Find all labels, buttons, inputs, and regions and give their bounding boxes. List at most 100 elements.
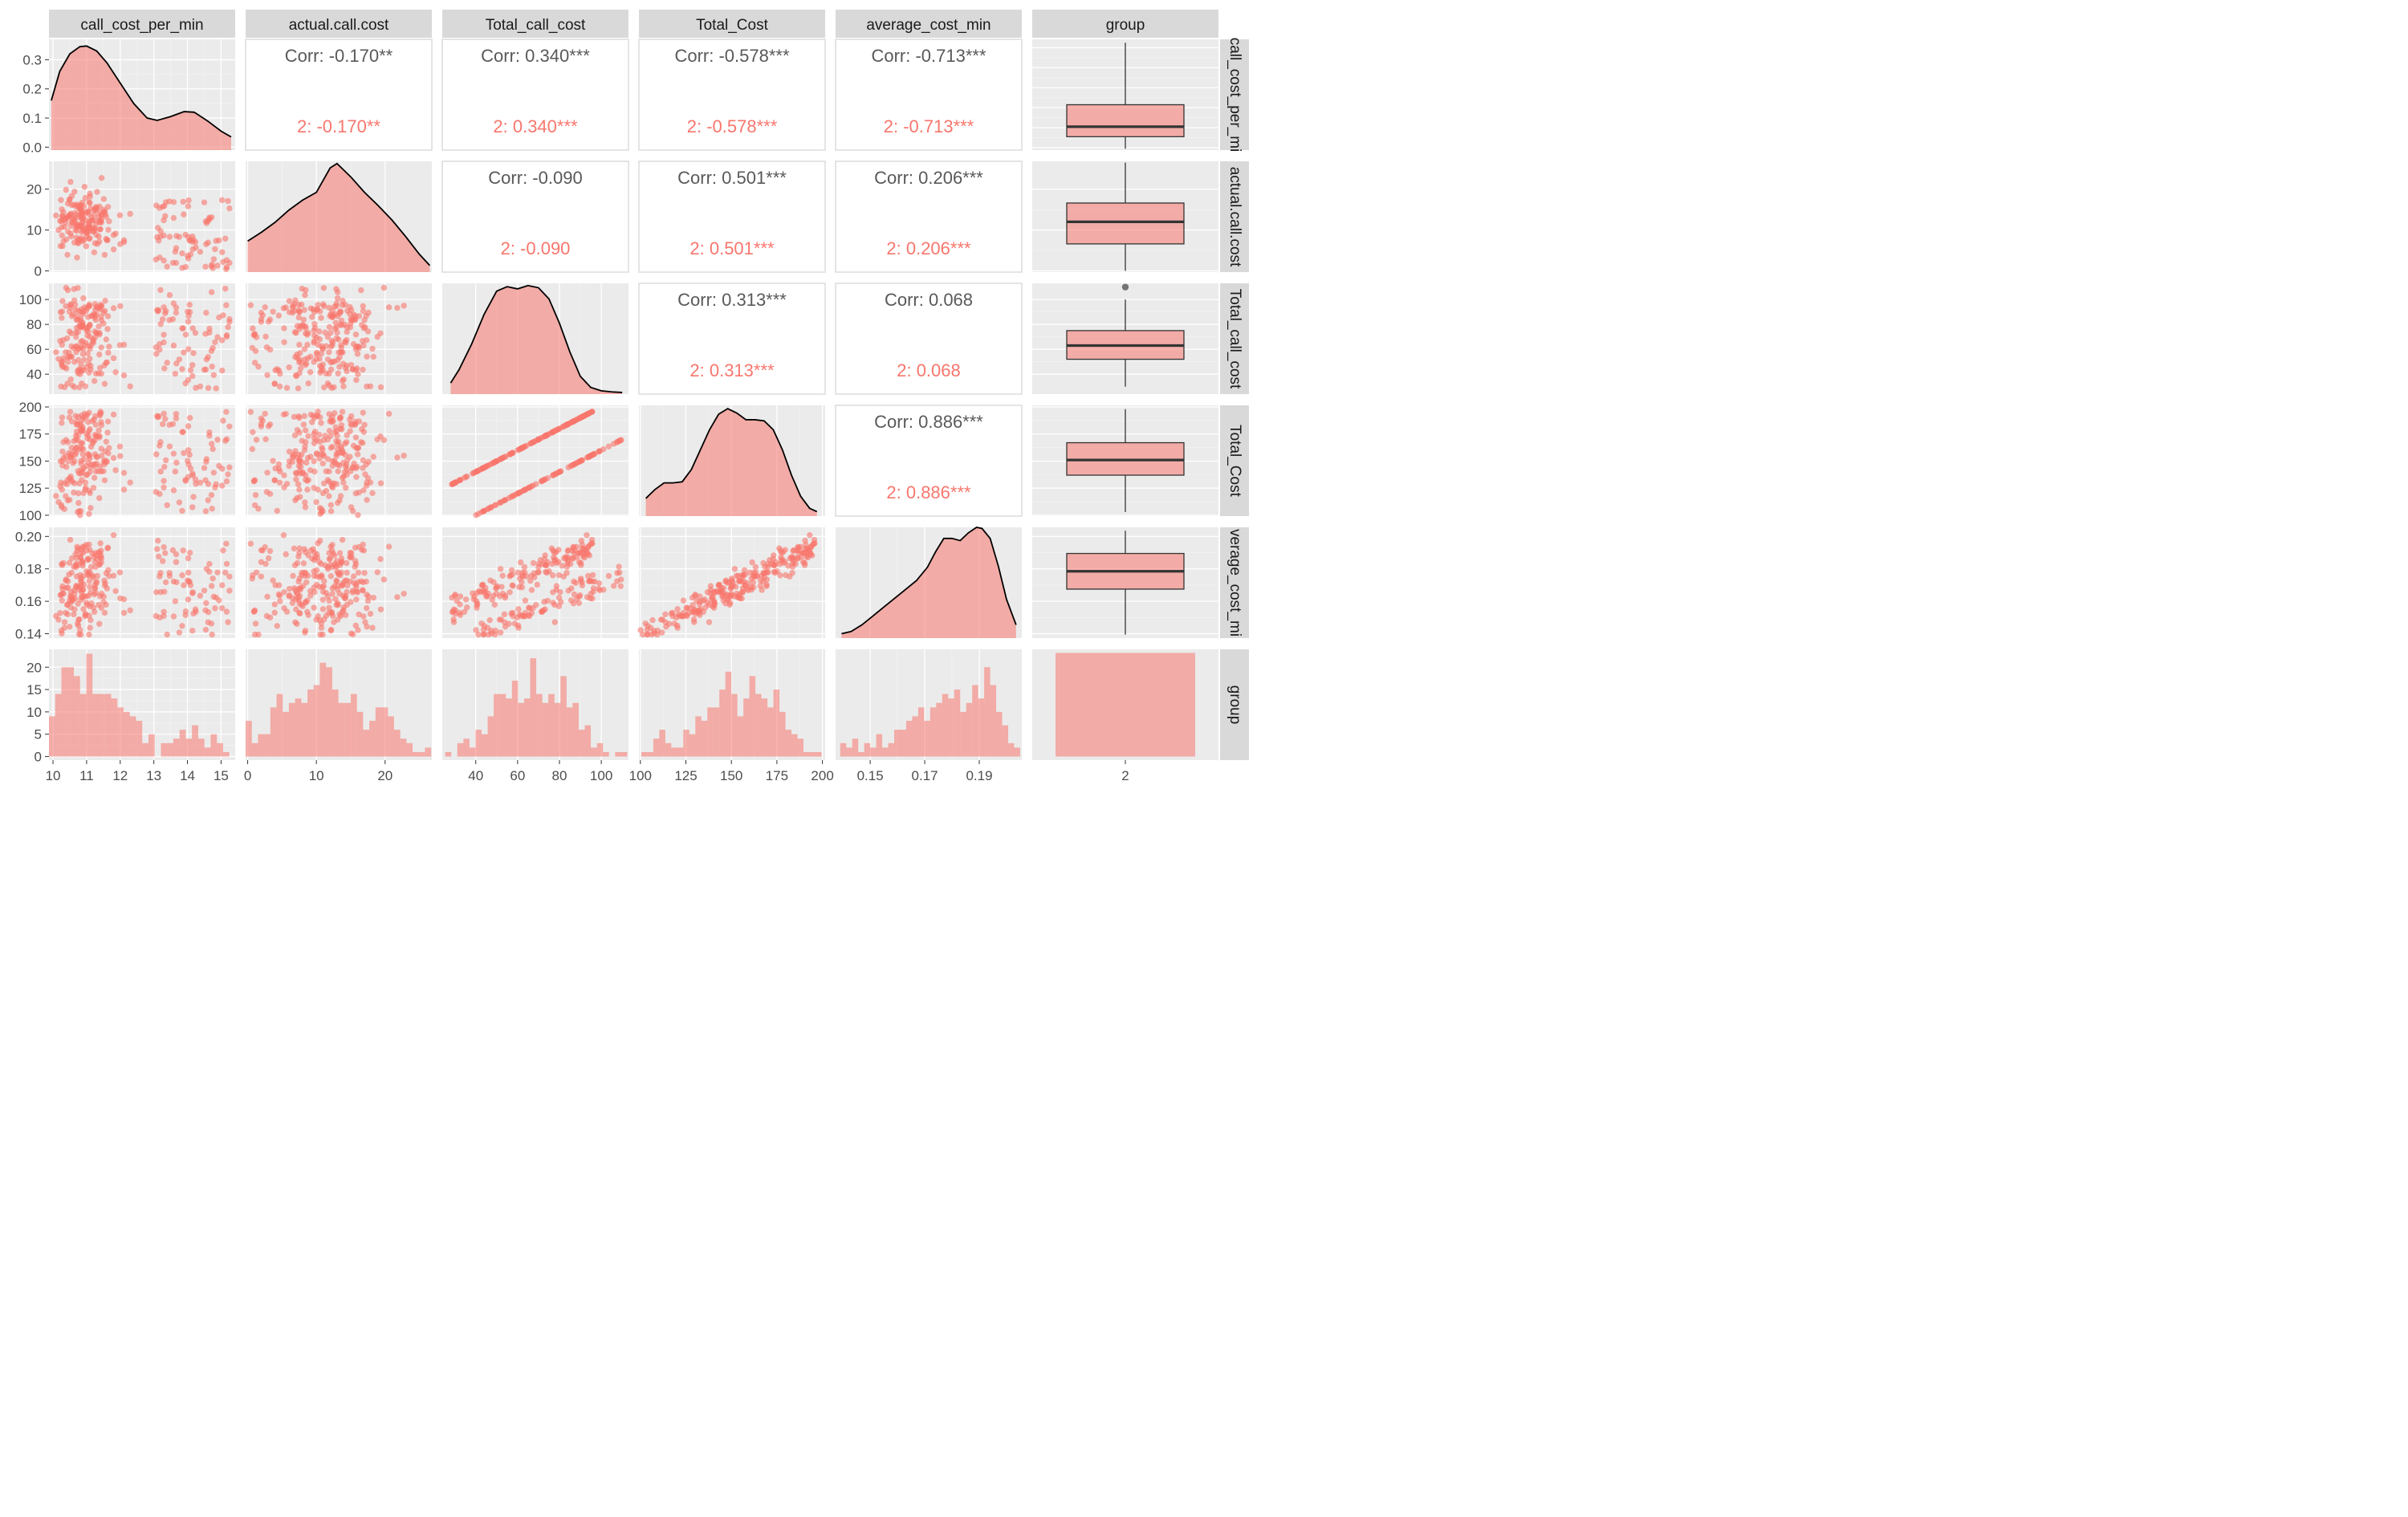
scatter-point — [247, 302, 254, 308]
scatter-point — [201, 588, 208, 594]
scatter-point — [72, 413, 79, 419]
scatter-point — [170, 342, 177, 349]
scatter-point — [340, 349, 346, 356]
scatter-point — [804, 551, 811, 558]
scatter-point — [209, 445, 216, 453]
scatter-point — [70, 460, 76, 466]
scatter-point — [250, 325, 256, 331]
scatter-point — [333, 324, 340, 331]
x-tick-label: 15 — [214, 768, 229, 783]
density-curve-Total_Cost — [645, 408, 818, 513]
histogram-bar — [350, 693, 357, 757]
scatter-point — [360, 303, 366, 310]
scatter-point — [255, 631, 262, 638]
histogram-bar — [445, 751, 452, 757]
scatter-point — [164, 502, 170, 509]
scatter-point — [92, 328, 99, 335]
scatter-point — [347, 324, 353, 331]
scatter-point — [161, 304, 167, 311]
scatter-point — [182, 263, 189, 270]
scatter-point — [64, 251, 71, 258]
scatter-point — [86, 409, 92, 416]
scatter-point — [92, 370, 100, 376]
scatter-point — [337, 308, 344, 315]
scatter-point — [550, 589, 556, 596]
histogram-bar — [111, 698, 118, 757]
histogram-bar — [900, 730, 906, 757]
scatter-point — [193, 244, 199, 251]
scatter-point — [303, 287, 309, 294]
scatter-point — [296, 549, 303, 556]
scatter-point — [193, 384, 199, 391]
scatter-point — [344, 569, 350, 576]
scatter-point — [313, 498, 319, 506]
scatter-point — [303, 579, 310, 586]
scatter-point — [159, 421, 166, 428]
scatter-point — [189, 628, 196, 634]
scatter-point — [212, 605, 218, 612]
scatter-point — [319, 366, 326, 373]
scatter-point — [202, 508, 209, 514]
scatter-point — [777, 572, 783, 579]
scatter-point — [336, 354, 343, 360]
scatter-point — [286, 462, 292, 470]
scatter-point — [377, 606, 384, 612]
histogram-bar — [161, 742, 168, 757]
scatter-point — [343, 485, 349, 491]
scatter-point — [283, 384, 291, 391]
scatter-point — [78, 412, 85, 419]
scatter-point — [648, 631, 655, 638]
scatter-point — [92, 559, 99, 565]
histogram-bar — [92, 693, 99, 757]
scatter-point — [181, 582, 187, 588]
scatter-point — [326, 349, 332, 356]
scatter-point — [84, 450, 91, 458]
scatter-point — [558, 599, 564, 605]
scatter-point — [308, 314, 315, 320]
scatter-point — [539, 478, 546, 484]
scatter-point — [67, 353, 74, 360]
scatter-point — [299, 451, 305, 458]
scatter-point — [166, 317, 173, 323]
scatter-point — [290, 453, 296, 461]
scatter-point — [342, 593, 349, 600]
scatter-point — [157, 573, 163, 580]
scatter-point — [103, 601, 109, 608]
scatter-point — [519, 573, 527, 580]
scatter-point — [316, 431, 323, 438]
scatter-point — [283, 481, 291, 487]
scatter-point — [80, 295, 87, 302]
scatter-point — [283, 304, 289, 311]
scatter-point — [223, 331, 230, 339]
scatter-point — [100, 320, 107, 327]
scatter-point — [59, 630, 65, 636]
scatter-point — [331, 409, 338, 417]
scatter-point — [370, 594, 377, 601]
histogram-bar — [743, 698, 750, 757]
scatter-point — [360, 613, 367, 620]
scatter-point — [334, 289, 341, 295]
scatter-point — [266, 547, 274, 555]
x-tick-label: 150 — [720, 768, 742, 783]
scatter-point — [203, 600, 209, 606]
scatter-point — [580, 413, 588, 419]
scatter-point — [106, 218, 112, 225]
scatter-point — [550, 600, 556, 606]
scatter-point — [120, 372, 128, 379]
scatter-point — [222, 235, 229, 242]
scatter-point — [289, 600, 296, 606]
y-tick-label: 150 — [19, 453, 42, 469]
scatter-point — [226, 315, 233, 323]
scatter-point — [605, 443, 612, 449]
scatter-point — [73, 343, 80, 349]
scatter-point — [342, 364, 349, 372]
scatter-point — [189, 361, 196, 368]
scatter-point — [316, 559, 323, 565]
column-strip-label: call_cost_per_min — [80, 17, 203, 34]
histogram-bar — [1002, 725, 1009, 757]
scatter-point — [53, 348, 59, 356]
scatter-point — [209, 575, 216, 582]
correlation-panel — [441, 39, 629, 151]
scatter-point — [292, 297, 299, 303]
scatter-point — [170, 487, 177, 494]
